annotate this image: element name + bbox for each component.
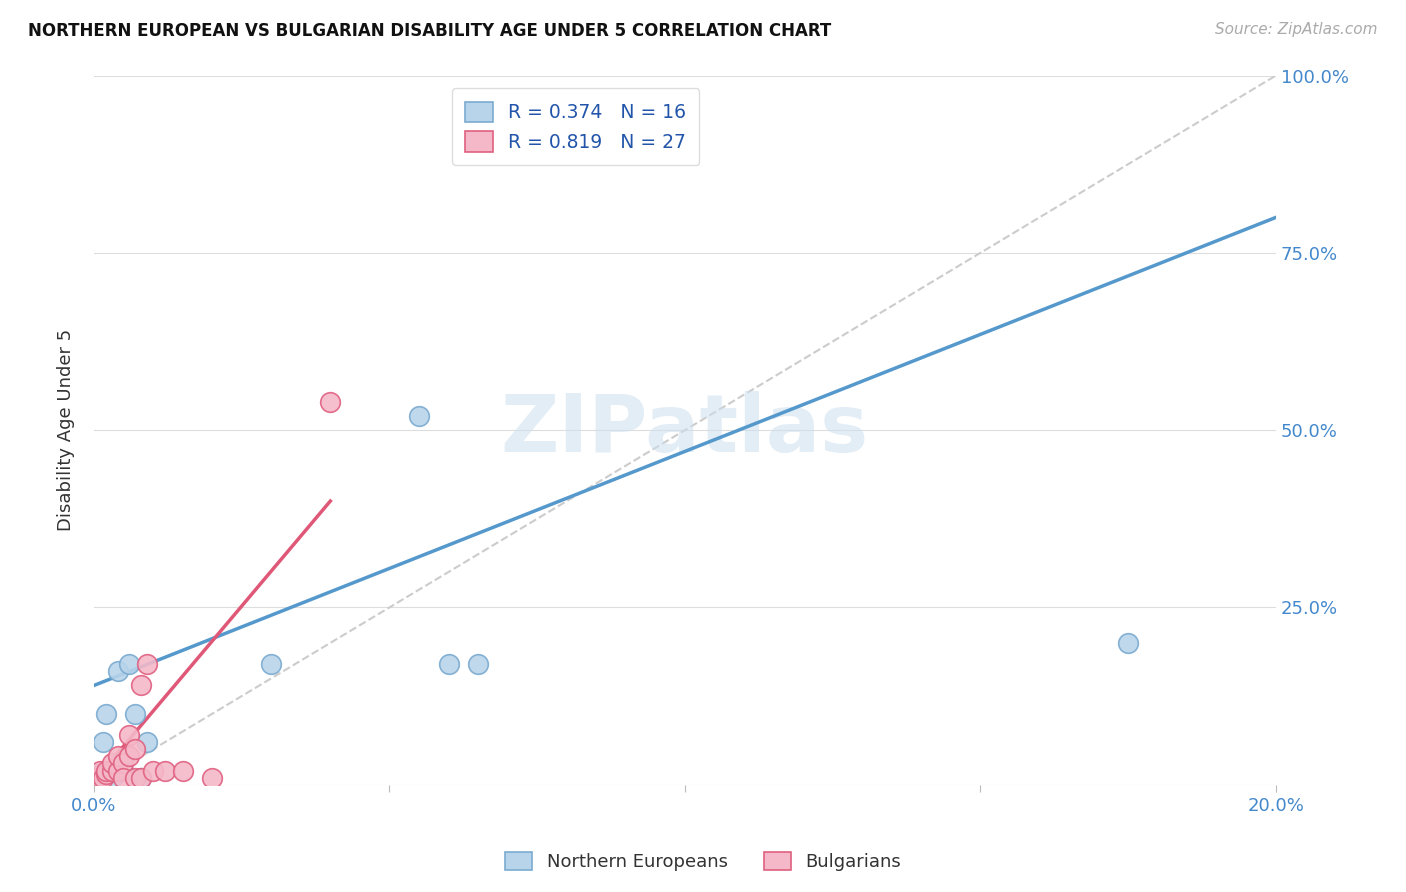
Point [408,409,430,423]
Point [87,771,110,785]
Point [94,706,117,721]
Point [91,735,114,749]
Point [136,735,159,749]
Point [100,771,122,785]
Y-axis label: Disability Age Under 5: Disability Age Under 5 [58,329,75,532]
Point [94,767,117,781]
Point [91,771,114,785]
Point [260,657,283,672]
Legend: Northern Europeans, Bulgarians: Northern Europeans, Bulgarians [498,845,908,879]
Point [467,657,489,672]
Point [142,764,165,778]
Point [1116,636,1139,650]
Point [100,764,122,778]
Point [172,764,194,778]
Point [86,771,108,785]
Point [86,771,108,785]
Legend: R = 0.374   N = 16, R = 0.819   N = 27: R = 0.374 N = 16, R = 0.819 N = 27 [451,88,699,165]
Point [112,771,135,785]
Point [89,767,111,781]
Point [201,771,224,785]
Point [84,771,107,785]
Point [100,756,122,771]
Point [124,742,146,756]
Point [118,728,141,742]
Point [124,771,146,785]
Point [89,771,111,785]
Point [89,764,111,778]
Point [112,756,135,771]
Point [153,764,176,778]
Point [107,665,129,679]
Point [118,657,141,672]
Point [129,771,152,785]
Text: NORTHERN EUROPEAN VS BULGARIAN DISABILITY AGE UNDER 5 CORRELATION CHART: NORTHERN EUROPEAN VS BULGARIAN DISABILIT… [28,22,831,40]
Point [124,706,146,721]
Point [129,771,152,785]
Point [107,764,129,778]
Point [112,764,135,778]
Point [437,657,460,672]
Text: ZIPatlas: ZIPatlas [501,391,869,469]
Text: Source: ZipAtlas.com: Source: ZipAtlas.com [1215,22,1378,37]
Point [94,764,117,778]
Point [129,678,152,692]
Point [107,749,129,764]
Point [118,749,141,764]
Point [319,394,342,409]
Point [84,771,107,785]
Point [136,657,159,672]
